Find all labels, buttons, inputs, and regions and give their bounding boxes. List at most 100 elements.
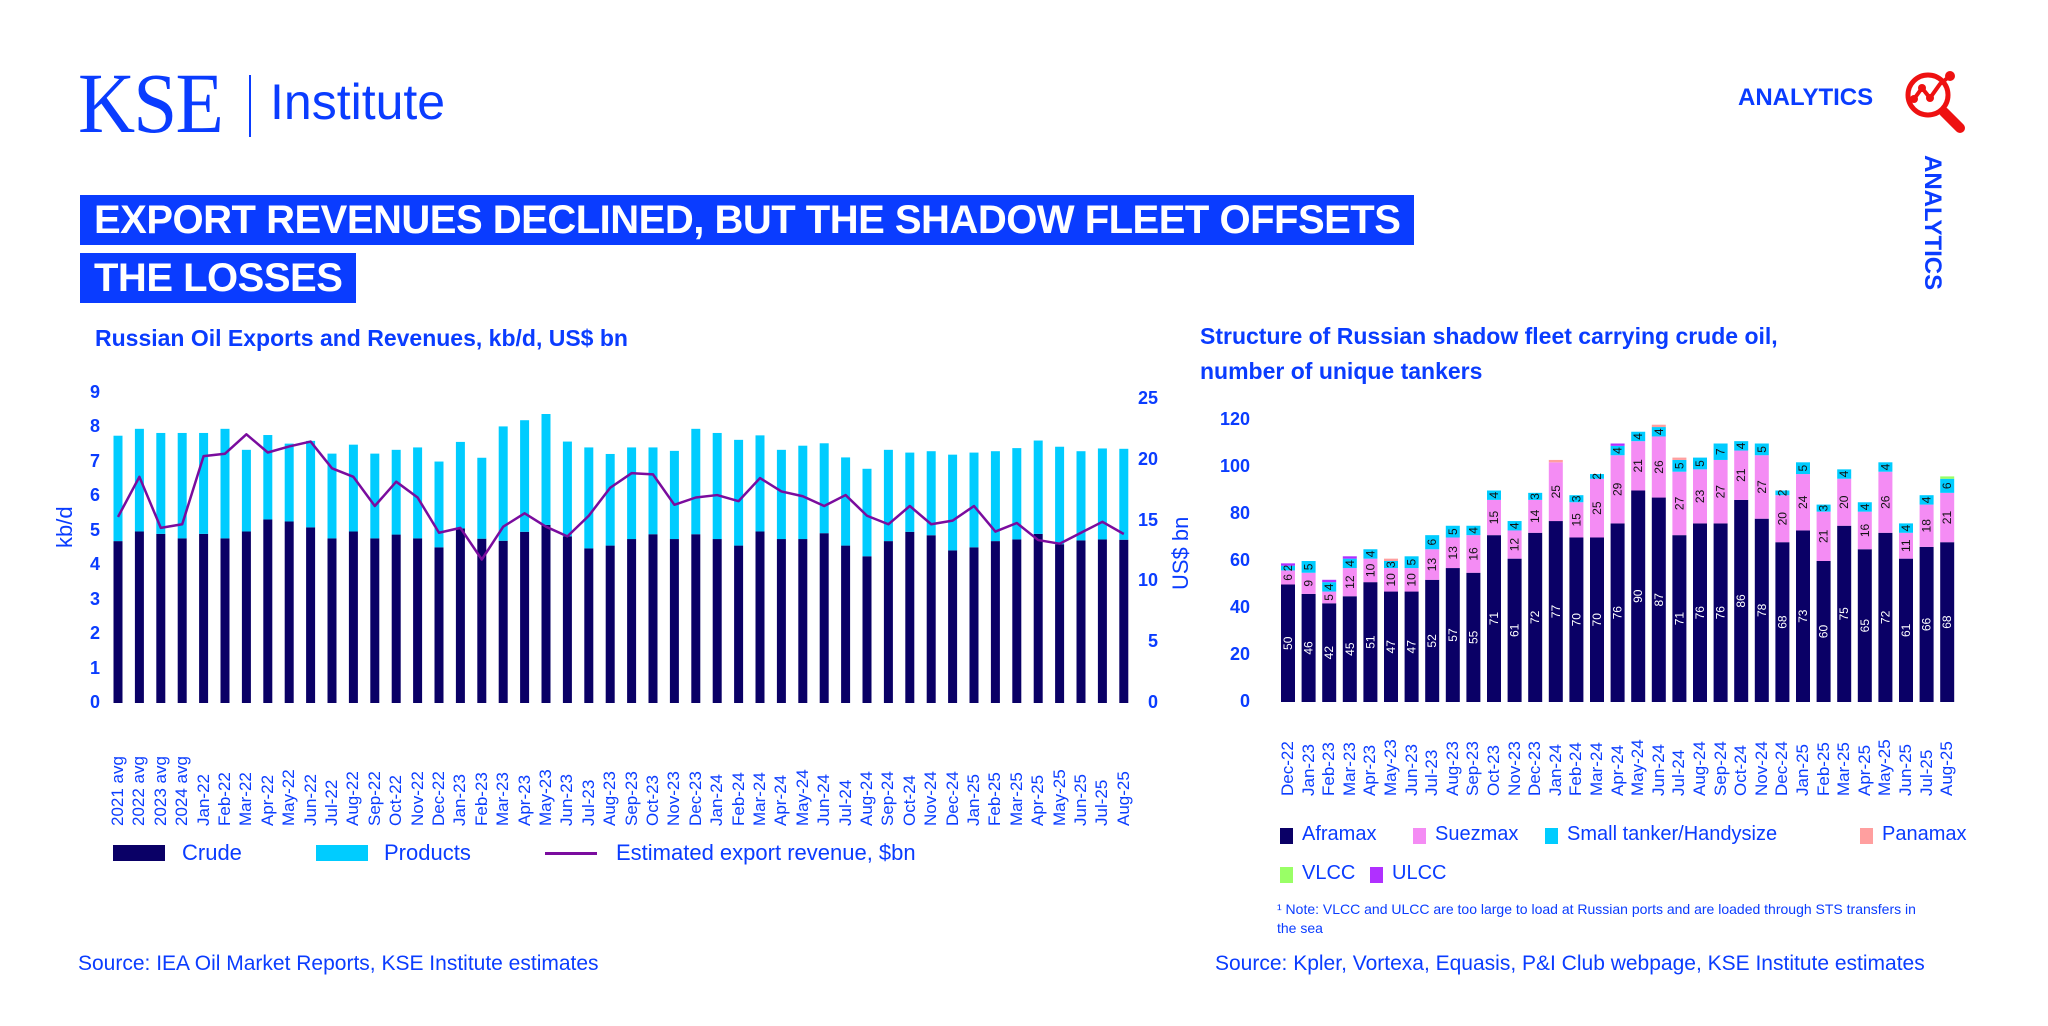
crude-bar <box>605 545 615 703</box>
x-tick-label: Mar-23 <box>1339 742 1359 796</box>
suezmax-data-label: 27 <box>1714 485 1728 499</box>
aframax-data-label: 78 <box>1755 603 1769 617</box>
suezmax-data-label: 13 <box>1446 546 1460 560</box>
suezmax-segment <box>1610 455 1625 524</box>
suezmax-segment <box>1322 591 1337 604</box>
panamax-segment <box>1651 424 1666 428</box>
products-bar <box>969 452 979 548</box>
small-data-label: 4 <box>1899 524 1913 531</box>
suezmax-segment <box>1384 568 1398 592</box>
crude-bar <box>841 545 851 703</box>
panamax-segment <box>1672 457 1687 460</box>
suezmax-segment <box>1507 530 1522 559</box>
x-tick-label: Jun-25 <box>1896 744 1915 796</box>
y-tick-label: 60 <box>1229 550 1250 570</box>
small-segment <box>1672 459 1687 472</box>
suezmax-data-label: 5 <box>1322 594 1336 601</box>
x-tick-label: Nov-23 <box>1504 741 1524 796</box>
crude-bar <box>327 538 337 703</box>
products-bar <box>605 453 615 546</box>
small-segment <box>1590 474 1604 479</box>
suezmax-data-label: 6 <box>1281 574 1295 581</box>
suezmax-data-label: 27 <box>1672 496 1686 510</box>
legend-swatch-vlcc <box>1280 867 1293 883</box>
x-tick-label: Dec-22 <box>1278 741 1297 796</box>
products-bar <box>434 461 444 548</box>
suezmax-data-label: 15 <box>1569 513 1583 527</box>
suezmax-segment <box>1754 455 1769 519</box>
suezmax-segment <box>1775 495 1790 543</box>
legend-swatch-panamax <box>1860 828 1873 844</box>
suezmax-data-label: 23 <box>1693 489 1707 503</box>
aframax-segment <box>1878 532 1893 702</box>
x-tick-label: May-23 <box>1381 739 1400 796</box>
suezmax-segment <box>1878 471 1893 533</box>
suezmax-segment <box>1631 441 1646 491</box>
small-data-label: 5 <box>1302 563 1316 570</box>
aframax-segment <box>1322 603 1337 702</box>
x-tick-label: Oct-23 <box>1484 744 1503 796</box>
suezmax-data-label: 25 <box>1590 501 1604 515</box>
aframax-data-label: 75 <box>1837 607 1851 621</box>
small-data-label: 3 <box>1528 493 1542 500</box>
small-data-label: 3 <box>1817 504 1831 511</box>
suezmax-segment <box>1548 462 1563 522</box>
right-chart-title-line-1: Structure of Russian shadow fleet carryi… <box>1200 323 1778 349</box>
crude-bar <box>1055 544 1065 703</box>
small-segment <box>1322 582 1337 592</box>
logo-divider <box>249 75 251 137</box>
products-bar <box>177 432 187 539</box>
y-tick-label: 7 <box>89 450 100 471</box>
small-segment <box>1425 535 1440 550</box>
products-bar <box>134 428 144 532</box>
y-tick-label: 2 <box>89 623 100 644</box>
analytics-label: ANALYTICS <box>1738 84 1874 111</box>
aframax-segment <box>1363 582 1378 702</box>
products-bar <box>562 441 572 537</box>
x-tick-label: Feb-23 <box>1319 742 1339 796</box>
headline-line-2: THE LOSSES <box>80 253 357 303</box>
small-segment <box>1631 431 1646 442</box>
aframax-segment <box>1466 572 1481 702</box>
aframax-segment <box>1528 532 1543 702</box>
small-data-label: 4 <box>1878 463 1892 470</box>
small-segment <box>1754 443 1769 456</box>
small-data-label: 5 <box>1755 446 1769 453</box>
crude-bar <box>348 531 358 703</box>
small-segment <box>1919 495 1934 505</box>
y2-tick-label: 5 <box>1147 631 1158 652</box>
legend-label-small: Small tanker/Handysize <box>1567 823 1778 845</box>
small-segment <box>1837 469 1852 479</box>
suezmax-segment <box>1487 499 1501 536</box>
suezmax-data-label: 12 <box>1508 538 1522 552</box>
y2-tick-label: 25 <box>1137 388 1158 408</box>
left-source: Source: IEA Oil Market Reports, KSE Inst… <box>78 952 599 975</box>
crude-bar <box>156 533 166 703</box>
products-bar <box>1012 448 1022 540</box>
small-segment <box>1301 561 1316 573</box>
suezmax-data-label: 26 <box>1878 495 1892 509</box>
ulcc-segment <box>1342 556 1357 559</box>
crude-bar <box>819 533 829 703</box>
products-bar <box>776 449 786 540</box>
products-bar <box>1076 451 1086 541</box>
x-tick-label: Jun-24 <box>1648 744 1668 796</box>
crude-bar <box>1076 540 1086 703</box>
products-bar <box>391 449 401 535</box>
panamax-segment <box>1548 459 1563 463</box>
crude-bar <box>177 538 187 703</box>
y2-tick-label: 20 <box>1137 448 1158 469</box>
legend-label-panamax: Panamax <box>1882 823 1967 845</box>
aframax-segment <box>1693 523 1707 702</box>
products-bar <box>327 453 337 539</box>
aframax-segment <box>1445 568 1460 702</box>
products-bar <box>413 447 423 539</box>
x-tick-label: May-24 <box>1628 739 1648 796</box>
crude-bar <box>562 536 572 703</box>
legend-swatch-small <box>1545 828 1558 844</box>
crude-bar <box>391 534 401 703</box>
crude-bar <box>584 548 594 703</box>
crude-bar <box>541 524 551 703</box>
small-segment <box>1796 462 1810 475</box>
